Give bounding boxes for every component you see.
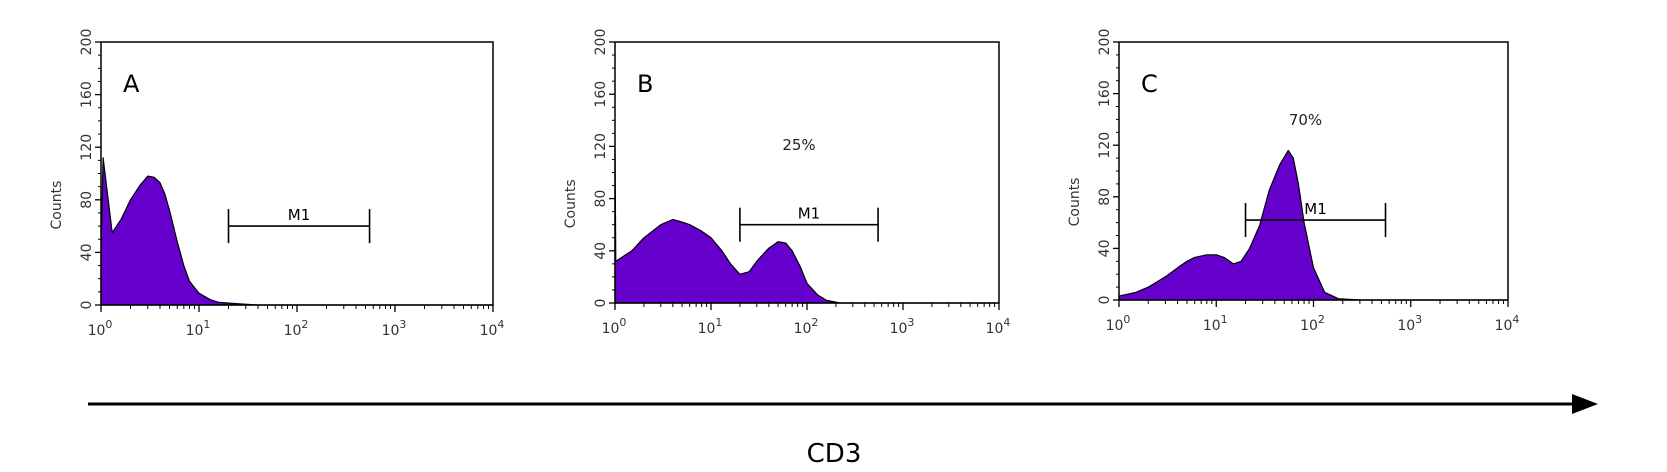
x-tick-label: 102 [794,316,819,337]
panel-label: C [1141,70,1158,98]
x-tick-label: 104 [986,316,1011,337]
panel-label: A [123,70,140,98]
y-axis-label: Counts [49,181,65,230]
histogram-panel-b: 0 40 80 120 160 200 Counts 100 101 102 103 104 B M1 25… [563,29,1010,337]
y-tick-label: 200 [593,29,609,56]
xaxis-caption: CD3 [807,439,862,469]
x-tick-label: 101 [186,318,211,339]
y-tick-label: 120 [593,133,609,160]
y-tick-label: 40 [1097,239,1113,257]
x-tick-label: 103 [890,316,915,337]
y-tick-label: 160 [593,81,609,108]
y-tick-label: 0 [593,299,609,308]
percent-label: 70% [1289,111,1322,129]
histogram-panel-c: 0 40 80 120 160 200 Counts 100 101 102 103 104 C M1 70… [1067,29,1519,334]
x-tick-label: 104 [480,318,505,339]
plot-frame [1118,41,1509,301]
y-tick-label: 40 [593,242,609,260]
y-axis-label: Counts [563,179,579,228]
percent-label: 25% [782,136,815,154]
m1-gate-label: M1 [798,205,821,223]
x-tick-label: 102 [284,318,309,339]
m1-gate-label: M1 [288,206,311,224]
panels: 0 40 80 120 160 200 Counts 100 101 102 103 104 A M1 0 4… [49,29,1519,339]
x-tick-label: 102 [1300,313,1325,334]
x-tick-label: 100 [88,318,113,339]
x-tick-label: 100 [602,316,627,337]
y-tick-label: 200 [1097,29,1113,56]
y-tick-label: 80 [79,191,95,209]
x-tick-label: 100 [1106,313,1131,334]
x-tick-label: 104 [1495,313,1520,334]
y-tick-label: 200 [79,29,95,56]
x-tick-label: 101 [1203,313,1228,334]
m1-gate-label: M1 [1304,200,1327,218]
y-tick-label: 80 [593,190,609,208]
y-tick-label: 120 [79,134,95,161]
x-tick-label: 103 [1397,313,1422,334]
histogram-area [1118,149,1509,301]
xaxis-arrow [88,394,1598,414]
histogram-area [614,148,1000,304]
panel-label: B [637,70,653,98]
y-tick-label: 160 [79,81,95,108]
y-tick-label: 120 [1097,132,1113,159]
y-tick-label: 160 [1097,80,1113,107]
y-tick-label: 0 [1097,296,1113,305]
x-tick-label: 103 [382,318,407,339]
y-tick-label: 0 [79,301,95,310]
y-axis-label: Counts [1067,178,1083,227]
histogram-panel-a: 0 40 80 120 160 200 Counts 100 101 102 103 104 A M1 [49,29,504,339]
x-tick-label: 101 [698,316,723,337]
histogram-area [100,157,494,306]
y-tick-label: 40 [79,243,95,261]
y-tick-label: 80 [1097,188,1113,206]
